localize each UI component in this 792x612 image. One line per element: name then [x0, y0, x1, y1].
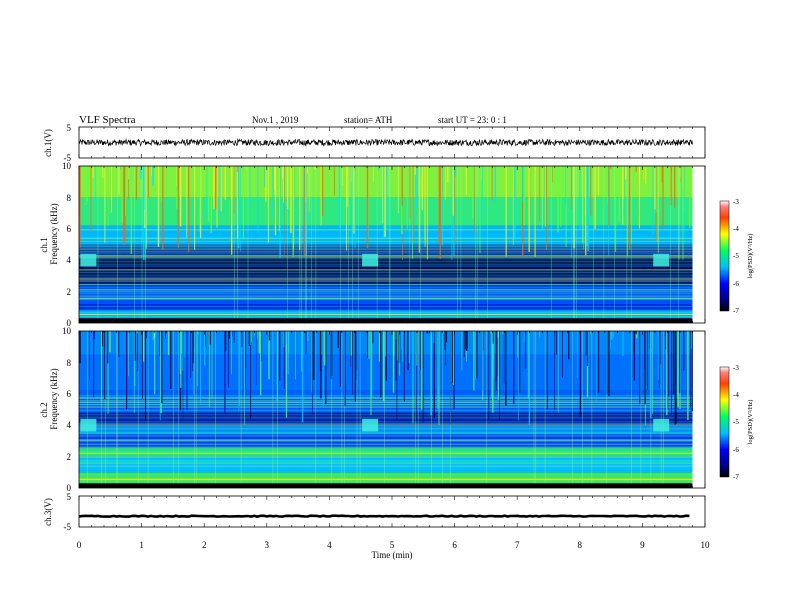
ch1-freq-tick-2: 2: [67, 287, 72, 297]
time-axis-label: Time (min): [372, 550, 413, 560]
transmitter-patch: [80, 253, 97, 267]
ch2-freq-tick-8: 8: [67, 358, 72, 368]
spectrogram-baseline: [79, 319, 693, 323]
time-tick-label: 6: [452, 540, 457, 550]
start-time-label: start UT = 23: 0 : 1: [438, 115, 507, 125]
figure-title: VLF Spectra: [79, 114, 136, 126]
time-tick-label: 4: [327, 540, 332, 550]
ch2-spectrogram-image: [79, 331, 693, 488]
ch2-cb-tick-m3: -3: [733, 364, 739, 372]
ch2-freq-tick-6: 6: [67, 389, 72, 399]
ch2-freq-tick-2: 2: [67, 452, 72, 462]
ch1-freq-tick-6: 6: [67, 224, 72, 234]
ch2-colorbar-label: log(PSD)(V²/Hz): [747, 400, 754, 445]
transmitter-patch: [653, 418, 670, 432]
ch1-freq-tick-10: 10: [62, 161, 72, 171]
time-tick-label: 0: [77, 540, 82, 550]
ch1-cb-tick-m5: -5: [733, 252, 739, 260]
ch1-spectrogram-image: [78, 166, 693, 323]
ch1-waveform-panel: 5 -5 ch.1(V): [43, 123, 706, 163]
transmitter-patch: [653, 253, 670, 267]
time-tick-label: 3: [265, 540, 270, 550]
ch1-cb-tick-m7: -7: [733, 307, 739, 315]
ch1-cb-tick-m3: -3: [733, 198, 739, 206]
ch1-cb-tick-m4: -4: [733, 225, 739, 233]
ch2-freq-tick-10: 10: [62, 326, 72, 336]
ch2-colorbar-gradient: [719, 366, 730, 478]
spectrogram-band: [79, 275, 693, 286]
ch2-cb-tick-m4: -4: [733, 391, 739, 399]
ch2-ylabel-frequency: Frequency (kHz): [49, 368, 59, 429]
ch1-colorbar-label: log(PSD)(V²/Hz): [747, 234, 754, 279]
ch2-cb-tick-m7: -7: [733, 473, 739, 481]
station-label: station= ATH: [344, 115, 393, 125]
ch3-ytick-top: 5: [67, 492, 72, 502]
time-tick-label: 10: [701, 540, 711, 550]
time-tick-label: 9: [640, 540, 645, 550]
spectrogram-band: [79, 244, 693, 258]
ch1-freq-tick-0: 0: [67, 318, 72, 328]
ch1-waveform-trace: [78, 138, 693, 147]
spectrogram-band: [79, 472, 693, 484]
time-tick-label: 5: [390, 540, 395, 550]
time-tick-label: 8: [578, 540, 583, 550]
ch3-ylabel: ch.3(V): [43, 498, 53, 526]
ch1-ylabel-frequency: Frequency (kHz): [49, 203, 59, 264]
ch2-colorbar: -3 -4 -5 -6 -7 log(PSD)(V²/Hz): [719, 364, 754, 481]
spectrogram-baseline: [79, 484, 693, 488]
spectrogram-band: [79, 304, 693, 311]
ch2-freq-tick-0: 0: [67, 483, 72, 493]
ch1-cb-tick-m6: -6: [733, 280, 739, 288]
ch2-spectrogram-panel: 0 2 4 6 8 10 ch.2 Frequency (kHz) -3 -4 …: [39, 326, 754, 493]
ch2-cb-tick-m6: -6: [733, 446, 739, 454]
ch1-waveform-xticks: [78, 127, 706, 158]
ch2-cb-tick-m5: -5: [733, 418, 739, 426]
ch2-spectrogram-xticks: [78, 331, 706, 488]
ch1-freq-tick-4: 4: [67, 255, 72, 265]
ch1-freq-tick-8: 8: [67, 193, 72, 203]
time-tick-label: 2: [202, 540, 207, 550]
ch1-ytick-bottom: -5: [64, 153, 72, 163]
ch3-waveform-xticks: [78, 496, 706, 527]
time-tick-label: 1: [139, 540, 144, 550]
ch1-spectrogram-panel: 0 2 4 6 8 10 ch.1 Frequency (kHz) -3 -4 …: [39, 161, 754, 328]
ch1-ylabel: ch.1(V): [43, 129, 53, 157]
ch1-colorbar-gradient: [719, 200, 730, 312]
transmitter-patch: [80, 418, 97, 432]
spectrogram-band: [79, 285, 693, 305]
ch3-waveform-frame: [78, 495, 706, 528]
ch3-waveform-trace: [78, 514, 690, 518]
time-axis-tick-labels: 0 1 2 3 4 5 6 7 8 9 10: [77, 540, 710, 550]
ch2-ylabel-channel: ch.2: [39, 402, 49, 417]
ch1-spectrogram-xticks: [78, 166, 706, 323]
transmitter-patch: [362, 253, 379, 267]
spectrogram-band: [79, 425, 693, 435]
spectrogram-band: [79, 447, 693, 457]
ch3-waveform-panel: 5 -5 ch.3(V) 0 1 2 3 4 5 6 7 8 9 10 Time (min): [43, 492, 710, 560]
ch3-ytick-bottom: -5: [64, 522, 72, 532]
ch1-colorbar: -3 -4 -5 -6 -7 log(PSD)(V²/Hz): [719, 198, 754, 315]
date-label: Nov.1 , 2019: [252, 115, 299, 125]
ch2-freq-tick-4: 4: [67, 420, 72, 430]
ch1-ytick-top: 5: [67, 123, 72, 133]
spectrogram-band: [79, 456, 693, 473]
time-tick-label: 7: [515, 540, 520, 550]
ch1-ylabel-channel: ch.1: [39, 237, 49, 252]
transmitter-patch: [362, 418, 379, 432]
